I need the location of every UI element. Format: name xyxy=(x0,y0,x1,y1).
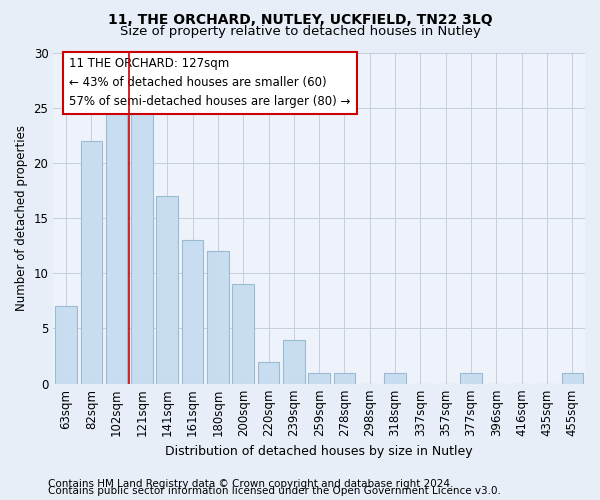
Bar xyxy=(283,340,305,384)
Bar xyxy=(258,362,279,384)
Bar xyxy=(55,306,77,384)
Bar xyxy=(232,284,254,384)
Bar xyxy=(157,196,178,384)
Bar xyxy=(460,372,482,384)
Bar xyxy=(80,141,102,384)
Bar xyxy=(131,108,152,384)
Text: 11 THE ORCHARD: 127sqm
← 43% of detached houses are smaller (60)
57% of semi-det: 11 THE ORCHARD: 127sqm ← 43% of detached… xyxy=(69,58,350,108)
Bar xyxy=(385,372,406,384)
Bar xyxy=(106,108,127,384)
Y-axis label: Number of detached properties: Number of detached properties xyxy=(15,125,28,311)
Text: Size of property relative to detached houses in Nutley: Size of property relative to detached ho… xyxy=(119,25,481,38)
Bar xyxy=(334,372,355,384)
Text: Contains public sector information licensed under the Open Government Licence v3: Contains public sector information licen… xyxy=(48,486,501,496)
Bar xyxy=(207,251,229,384)
Bar xyxy=(308,372,330,384)
X-axis label: Distribution of detached houses by size in Nutley: Distribution of detached houses by size … xyxy=(166,444,473,458)
Bar xyxy=(562,372,583,384)
Bar xyxy=(182,240,203,384)
Text: Contains HM Land Registry data © Crown copyright and database right 2024.: Contains HM Land Registry data © Crown c… xyxy=(48,479,454,489)
Text: 11, THE ORCHARD, NUTLEY, UCKFIELD, TN22 3LQ: 11, THE ORCHARD, NUTLEY, UCKFIELD, TN22 … xyxy=(107,12,493,26)
